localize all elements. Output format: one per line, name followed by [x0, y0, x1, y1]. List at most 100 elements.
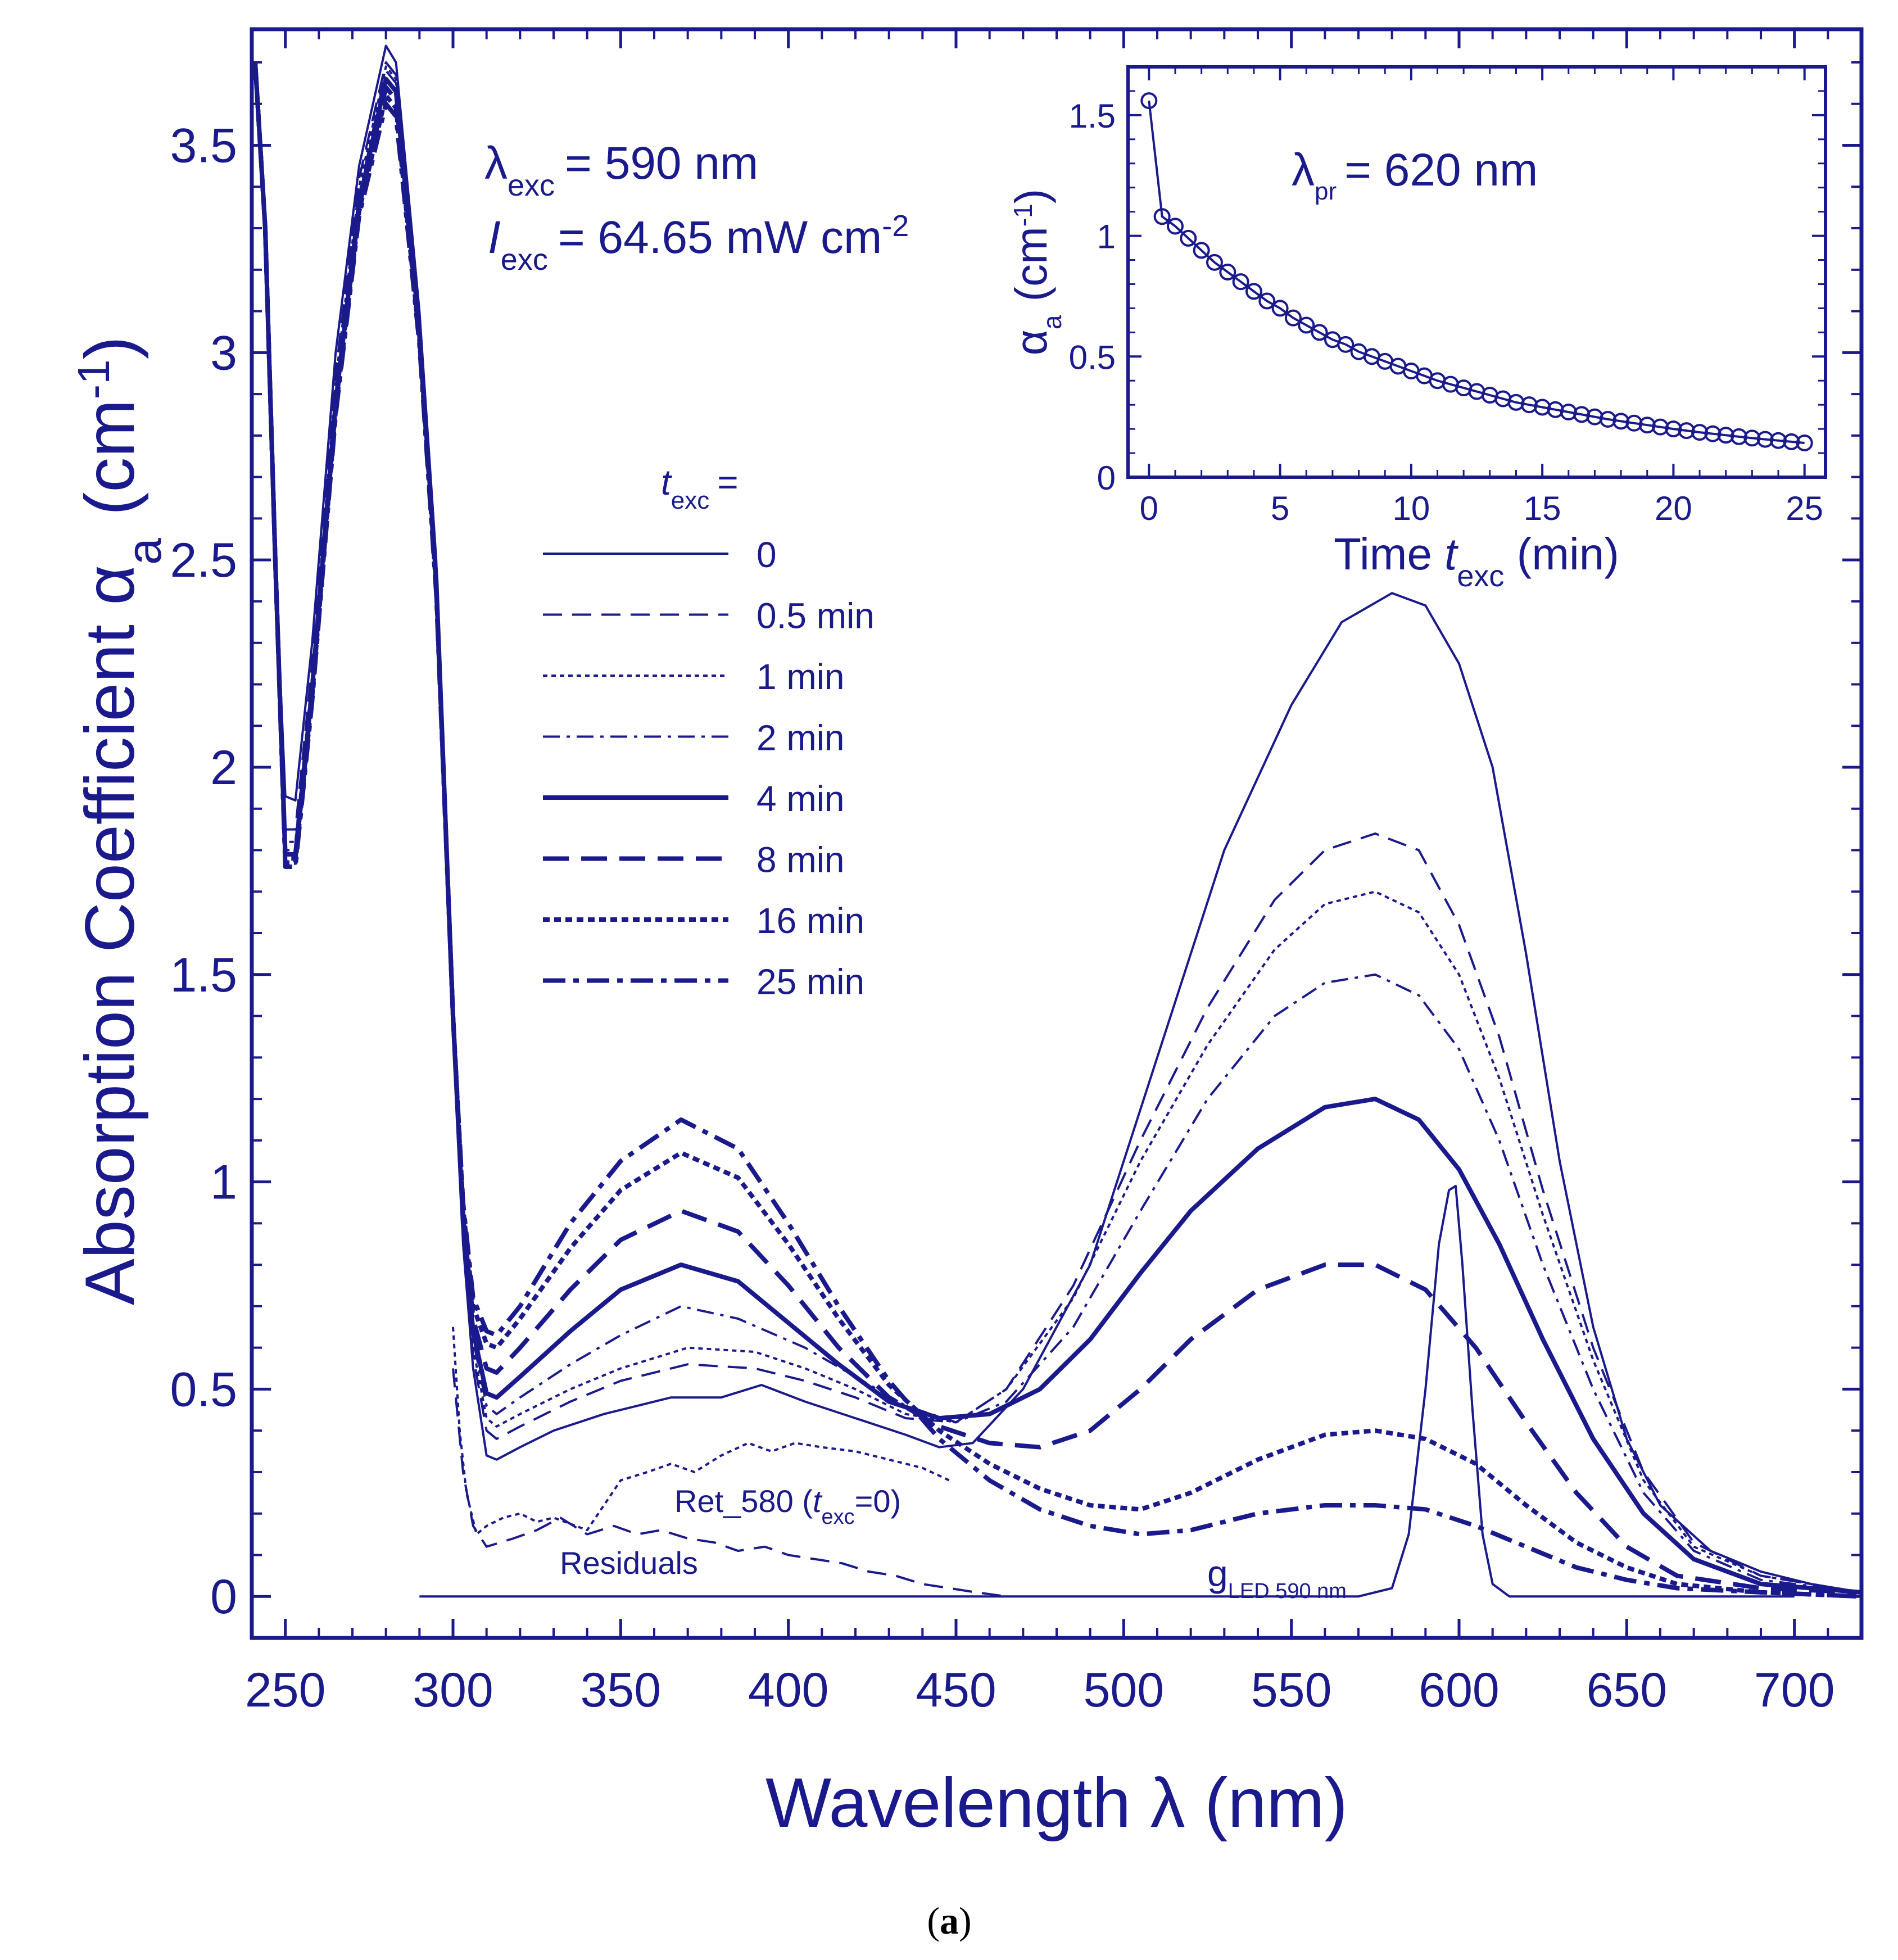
- inset-data-point: [1652, 418, 1669, 436]
- x-tick-label: 650: [1587, 1663, 1668, 1717]
- inset-x-tick-label: 0: [1140, 490, 1158, 527]
- inset-data-point: [1311, 324, 1328, 341]
- series-line-0: [254, 44, 1862, 1594]
- inset-data-point: [1258, 292, 1276, 310]
- x-tick-label: 700: [1754, 1663, 1835, 1717]
- y-axis-title-unit: (cm: [71, 399, 149, 515]
- x-tick-label: 550: [1251, 1663, 1332, 1717]
- figure-caption: (a): [927, 1899, 971, 1942]
- inset-data-point: [1245, 283, 1262, 300]
- y-tick-label: 1: [210, 1156, 237, 1210]
- series-line-10: [419, 1185, 1795, 1598]
- inset-data-point: [1796, 434, 1813, 452]
- inset-background: [1128, 67, 1825, 477]
- inset-data-point: [1232, 273, 1249, 291]
- inset-data-point: [1783, 433, 1800, 450]
- intensity-exc-annotation: Iexc = 64.65 mW cm-2: [488, 209, 909, 277]
- ret580-annotation: Ret_580 (texc=0): [674, 1483, 901, 1529]
- y-axis-title-main: Absorption Coefficient α: [71, 565, 149, 1305]
- inset-data-point: [1298, 316, 1315, 334]
- inset-y-tick-label: 1: [1097, 218, 1116, 256]
- inset-y-tick-label: 0: [1097, 459, 1116, 497]
- inset-data-point: [1731, 428, 1748, 445]
- legend-label: 25 min: [757, 962, 864, 1002]
- inset-data-point: [1284, 309, 1302, 327]
- inset-data-point: [1665, 420, 1682, 438]
- x-tick-label: 450: [916, 1663, 996, 1717]
- inset-series-group: [1140, 92, 1813, 452]
- gled-annotation: gLED 590 nm: [1207, 1552, 1347, 1603]
- y-tick-label: 2.5: [170, 533, 237, 587]
- inset-data-point: [1140, 92, 1158, 110]
- series-line-2: [254, 62, 1862, 1594]
- inset-data-point: [1638, 417, 1656, 434]
- inset-y-tick-label: 0.5: [1069, 338, 1116, 376]
- inset-x-tick-label: 25: [1786, 490, 1823, 527]
- series-line-9: [452, 1368, 1007, 1598]
- inset-data-point: [1717, 427, 1734, 444]
- x-tick-label: 250: [245, 1663, 326, 1717]
- x-tick-label: 500: [1084, 1663, 1165, 1717]
- x-tick-label: 350: [581, 1663, 662, 1717]
- inset-data-point: [1770, 432, 1787, 449]
- main-x-tick-labels: 250 300 350 400 450 500 550 600 650 700: [245, 1663, 1835, 1717]
- legend: texc = 0 0.5 min 1 min 2 min 4 min 8 min 16 min…: [543, 462, 875, 1002]
- legend-header: texc =: [661, 462, 739, 514]
- inset-data-point: [1691, 424, 1709, 441]
- inset-data-point: [1153, 208, 1171, 225]
- inset-data-point: [1271, 300, 1289, 317]
- lambda-pr-annotation: λpr = 620 nm: [1292, 144, 1538, 205]
- series-line-6: [253, 62, 1862, 1599]
- y-tick-label: 1.5: [170, 948, 237, 1002]
- inset-y-tick-label: 1.5: [1069, 97, 1116, 135]
- inset-x-tick-label: 20: [1655, 490, 1692, 527]
- inset-data-point: [1678, 422, 1695, 440]
- series-line-5: [253, 62, 1862, 1595]
- inset-y-tick-labels: 0 0.5 1 1.5: [1069, 97, 1116, 497]
- x-tick-label: 300: [413, 1663, 493, 1717]
- y-tick-label: 0: [210, 1570, 237, 1624]
- inset-fit-line: [1148, 100, 1805, 444]
- inset-data-point: [1743, 429, 1761, 447]
- inset-data-point: [1180, 229, 1197, 247]
- y-tick-label: 0.5: [170, 1363, 237, 1416]
- inset-data-point: [1166, 218, 1184, 235]
- main-series-group: [253, 44, 1862, 1599]
- residuals-annotation: Residuals: [560, 1545, 698, 1581]
- inset-y-axis-title: αa(cm-1): [1006, 189, 1067, 356]
- inset-data-point: [1599, 410, 1616, 428]
- inset-data-point: [1206, 254, 1223, 271]
- inset-data-point: [1704, 425, 1722, 442]
- inset-x-tick-label: 5: [1271, 490, 1289, 527]
- main-axis-ticks: [251, 29, 1863, 1639]
- inset-data-point: [1612, 413, 1630, 430]
- y-tick-label: 3.5: [170, 119, 237, 173]
- y-tick-label: 2: [210, 741, 237, 795]
- inset-x-tick-labels: 0 5 10 15 20 25: [1140, 490, 1823, 527]
- inset-plot-frame: [1126, 65, 1827, 479]
- legend-label: 2 min: [757, 718, 845, 758]
- series-line-8: [452, 1327, 950, 1536]
- series-line-7: [253, 62, 1862, 1599]
- inset-data-point: [1193, 242, 1210, 259]
- main-y-tick-labels: 0 0.5 1 1.5 2 2.5 3 3.5: [170, 119, 237, 1624]
- legend-entries: 0 0.5 min 1 min 2 min 4 min 8 min 16 min 25 min: [543, 535, 875, 1002]
- legend-label: 0.5 min: [757, 596, 875, 636]
- legend-label: 1 min: [757, 657, 845, 697]
- x-tick-label: 600: [1419, 1663, 1500, 1717]
- inset-x-tick-label: 15: [1524, 490, 1561, 527]
- inset-data-point: [1337, 336, 1355, 353]
- inset-data-point: [1219, 264, 1236, 280]
- inset-x-tick-label: 10: [1392, 490, 1430, 527]
- legend-label: 0: [757, 535, 777, 575]
- y-axis-title-sub: a: [117, 538, 171, 565]
- y-axis-title: Absorption Coefficient αa (cm-1): [69, 336, 172, 1305]
- legend-label: 4 min: [757, 778, 845, 819]
- x-tick-label: 400: [748, 1663, 829, 1717]
- y-tick-label: 3: [210, 326, 237, 380]
- lambda-exc-annotation: λexc = 590 nm: [484, 138, 758, 202]
- y-axis-title-sup: -1: [69, 359, 119, 399]
- x-axis-title: Wavelength λ (nm): [765, 1764, 1348, 1842]
- inset-data-point: [1756, 431, 1774, 448]
